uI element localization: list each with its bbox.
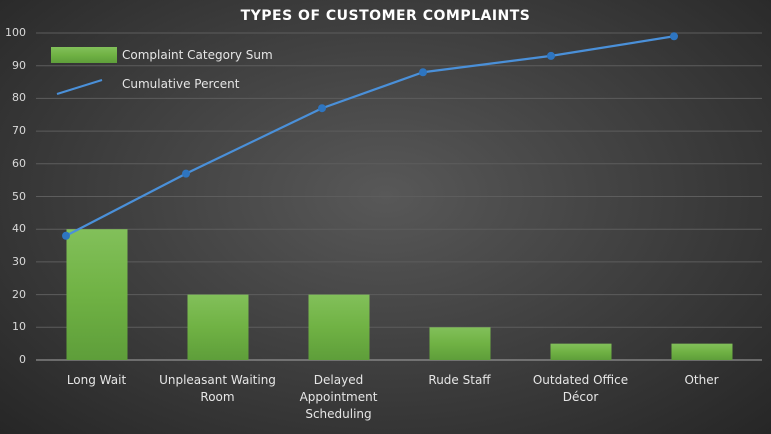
bar <box>308 294 370 360</box>
x-tick-label: Other <box>684 373 719 387</box>
bar <box>66 229 128 360</box>
y-tick-label: 100 <box>5 26 26 39</box>
cumulative-line <box>65 35 675 237</box>
line-marker <box>547 51 555 60</box>
x-tick-label: Unpleasant Waiting Room <box>159 373 276 404</box>
x-tick-label: Delayed Appointment Scheduling <box>299 373 378 421</box>
chart-title: TYPES OF CUSTOMER COMPLAINTS <box>240 8 531 24</box>
bar <box>671 343 733 360</box>
y-tick-label: 80 <box>12 91 26 105</box>
y-tick-label: 30 <box>12 254 26 268</box>
x-tick-label: Rude Staff <box>428 373 491 387</box>
legend-line-label: Cumulative Percent <box>122 77 240 91</box>
line-marker <box>182 169 190 178</box>
line-marker <box>419 68 427 77</box>
line-marker <box>318 104 326 113</box>
line-marker <box>670 32 678 41</box>
y-tick-label: 60 <box>12 156 26 170</box>
bar <box>429 327 491 360</box>
x-tick-label: Long Wait <box>66 373 127 387</box>
bar <box>550 343 612 360</box>
legend-bar-label: Complaint Category Sum <box>122 48 273 62</box>
y-tick-label: 40 <box>12 222 26 236</box>
y-tick-label: 70 <box>12 124 26 138</box>
y-tick-label: 20 <box>12 287 26 301</box>
legend-line-swatch <box>56 79 103 95</box>
y-tick-label: 50 <box>12 189 26 203</box>
line-marker <box>62 231 70 240</box>
y-tick-label: 0 <box>19 353 26 366</box>
legend-bar-swatch <box>51 47 117 63</box>
bar <box>187 294 249 360</box>
y-tick-label: 90 <box>12 58 26 72</box>
x-tick-label: Outdated Office Décor <box>532 373 629 404</box>
y-tick-label: 10 <box>12 320 26 334</box>
